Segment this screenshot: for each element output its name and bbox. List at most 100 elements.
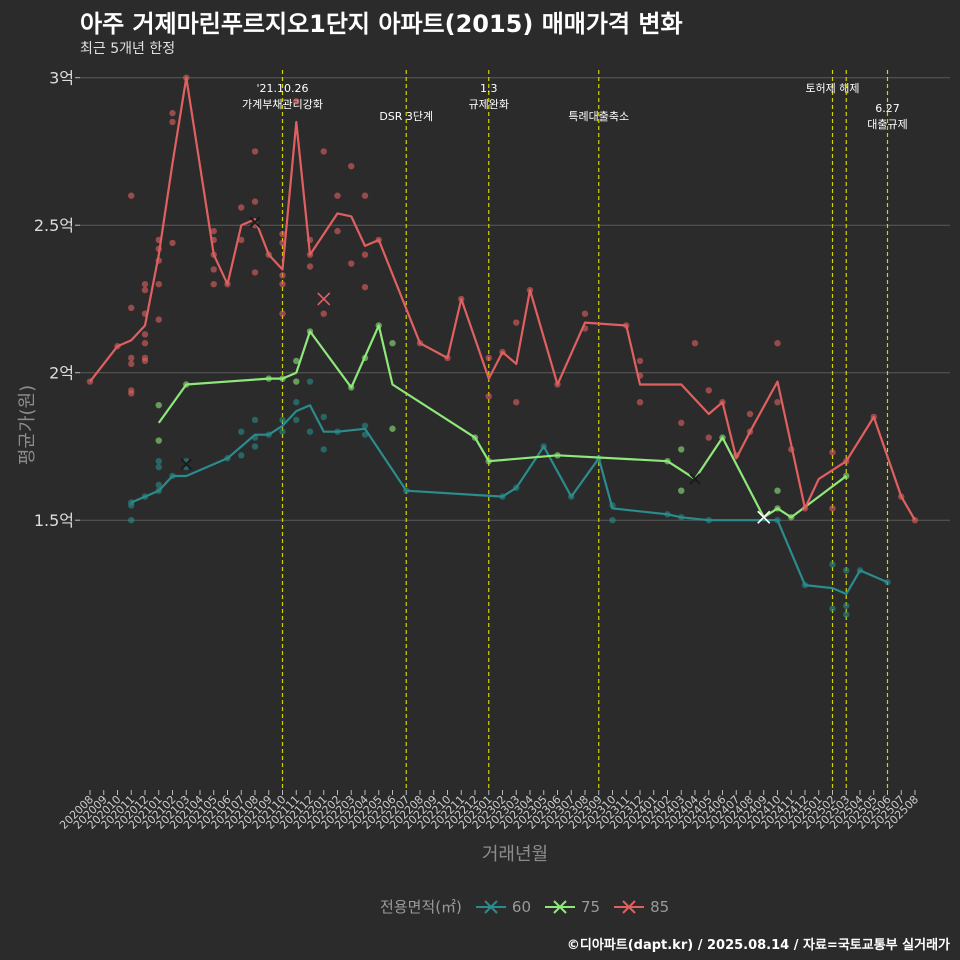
data-point-85 bbox=[636, 357, 644, 365]
data-point-85 bbox=[128, 387, 135, 394]
data-point-75 bbox=[678, 487, 685, 494]
data-point-60 bbox=[128, 517, 135, 524]
data-point-75 bbox=[155, 437, 162, 444]
data-point-60 bbox=[279, 428, 286, 435]
data-point-60 bbox=[306, 378, 314, 385]
data-point-85 bbox=[746, 410, 754, 418]
data-point-85 bbox=[128, 192, 135, 199]
data-point-85 bbox=[774, 399, 781, 406]
data-point-85 bbox=[169, 118, 176, 126]
legend-item-75: 75 bbox=[545, 897, 600, 917]
legend-label-85: 85 bbox=[650, 897, 670, 916]
data-point-85 bbox=[513, 319, 520, 326]
data-point-60 bbox=[843, 567, 850, 574]
data-point-85 bbox=[210, 227, 217, 235]
data-point-85 bbox=[320, 310, 327, 317]
data-point-75 bbox=[774, 487, 781, 494]
data-point-85 bbox=[251, 198, 259, 205]
data-point-85 bbox=[251, 269, 259, 276]
series-line-85 bbox=[89, 76, 916, 521]
data-point-85 bbox=[334, 227, 341, 235]
data-point-75 bbox=[293, 378, 300, 385]
event-label: 규제완화 bbox=[469, 98, 509, 111]
legend-item-60: 60 bbox=[475, 897, 531, 917]
event-label: 6.27 bbox=[875, 102, 900, 115]
data-point-85 bbox=[238, 236, 245, 244]
data-point-85 bbox=[210, 266, 217, 273]
data-point-85 bbox=[279, 230, 286, 238]
data-point-85 bbox=[306, 263, 314, 270]
y-tick-label: 2.5억 bbox=[34, 216, 74, 235]
chart-subtitle: 최근 5개년 한정 bbox=[80, 41, 176, 57]
data-point-60 bbox=[238, 428, 245, 435]
data-point-85 bbox=[141, 281, 149, 288]
series-marker-85 bbox=[249, 216, 261, 228]
y-tick-label: 3억 bbox=[49, 69, 74, 88]
y-tick-label: 2억 bbox=[49, 364, 74, 383]
legend-item-85: 85 bbox=[614, 897, 669, 917]
legend-key-60 bbox=[475, 899, 506, 914]
series-marker-75 bbox=[689, 473, 701, 485]
source-caption: ©디아파트(dapt.kr) / 2025.08.14 / 자료=국토교통부 실… bbox=[566, 938, 950, 953]
series-line-60 bbox=[130, 404, 888, 596]
data-point-60 bbox=[306, 428, 314, 435]
data-point-75 bbox=[155, 401, 162, 409]
data-point-60 bbox=[251, 443, 259, 450]
data-point-85 bbox=[334, 192, 341, 199]
data-point-85 bbox=[210, 281, 217, 288]
data-point-85 bbox=[361, 283, 369, 291]
data-point-85 bbox=[155, 281, 162, 288]
data-point-60 bbox=[843, 611, 850, 618]
data-point-85 bbox=[829, 505, 836, 512]
data-point-60 bbox=[155, 481, 162, 488]
legend: 전용면적(㎡) 60 75 85 bbox=[380, 896, 683, 917]
data-point-60 bbox=[251, 416, 259, 424]
legend-key-75 bbox=[545, 899, 575, 914]
y-axis-title: 평균가(원) bbox=[17, 384, 38, 466]
data-point-60 bbox=[829, 605, 836, 612]
data-point-85 bbox=[678, 419, 685, 427]
event-label: '21.10.26 bbox=[256, 82, 308, 95]
event-label: DSR 3단계 bbox=[379, 110, 433, 123]
event-label: 1.3 bbox=[480, 82, 498, 95]
data-point-60 bbox=[238, 452, 245, 459]
series-marker-60 bbox=[180, 458, 192, 470]
data-point-60 bbox=[609, 517, 616, 524]
data-point-85 bbox=[238, 204, 245, 211]
data-point-85 bbox=[169, 239, 176, 247]
y-tick-label: 1.5억 bbox=[34, 511, 74, 530]
data-point-85 bbox=[581, 310, 589, 317]
data-point-85 bbox=[485, 354, 492, 362]
data-point-75 bbox=[293, 357, 300, 365]
legend-key-85 bbox=[614, 899, 645, 914]
data-point-60 bbox=[320, 446, 327, 453]
data-point-85 bbox=[141, 354, 149, 362]
data-point-60 bbox=[279, 416, 286, 424]
data-point-85 bbox=[251, 148, 259, 155]
cross-marker bbox=[757, 510, 771, 524]
event-label: 가계부채관리강화 bbox=[242, 98, 323, 111]
data-point-85 bbox=[128, 360, 135, 368]
data-point-85 bbox=[705, 434, 712, 441]
data-point-60 bbox=[293, 416, 300, 424]
data-point-85 bbox=[485, 393, 492, 400]
data-point-85 bbox=[513, 399, 520, 406]
data-point-85 bbox=[361, 251, 369, 258]
data-point-60 bbox=[293, 399, 300, 406]
legend-label-60: 60 bbox=[511, 897, 531, 916]
data-point-60 bbox=[320, 413, 327, 421]
data-point-75 bbox=[389, 340, 396, 347]
data-point-60 bbox=[843, 602, 850, 609]
data-point-85 bbox=[636, 399, 644, 406]
data-point-85 bbox=[141, 286, 149, 294]
data-point-85 bbox=[705, 387, 712, 394]
data-point-85 bbox=[691, 340, 699, 347]
data-point-85 bbox=[774, 340, 781, 347]
data-point-85 bbox=[169, 109, 176, 117]
data-point-85 bbox=[279, 310, 286, 317]
event-label: 토허제 해제 bbox=[805, 81, 859, 95]
data-point-85 bbox=[279, 272, 286, 279]
data-point-85 bbox=[141, 331, 149, 338]
data-point-60 bbox=[361, 422, 369, 429]
data-point-85 bbox=[320, 148, 327, 155]
